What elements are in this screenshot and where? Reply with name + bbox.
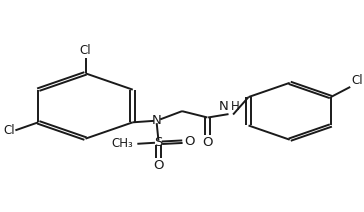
- Text: O: O: [184, 135, 194, 148]
- Text: Cl: Cl: [3, 124, 15, 137]
- Text: H: H: [232, 100, 240, 113]
- Text: CH₃: CH₃: [111, 137, 133, 150]
- Text: O: O: [153, 159, 164, 172]
- Text: S: S: [154, 136, 163, 149]
- Text: Cl: Cl: [80, 44, 91, 57]
- Text: N: N: [219, 100, 229, 113]
- Text: Cl: Cl: [351, 74, 363, 86]
- Text: O: O: [202, 137, 213, 149]
- Text: N: N: [152, 114, 162, 127]
